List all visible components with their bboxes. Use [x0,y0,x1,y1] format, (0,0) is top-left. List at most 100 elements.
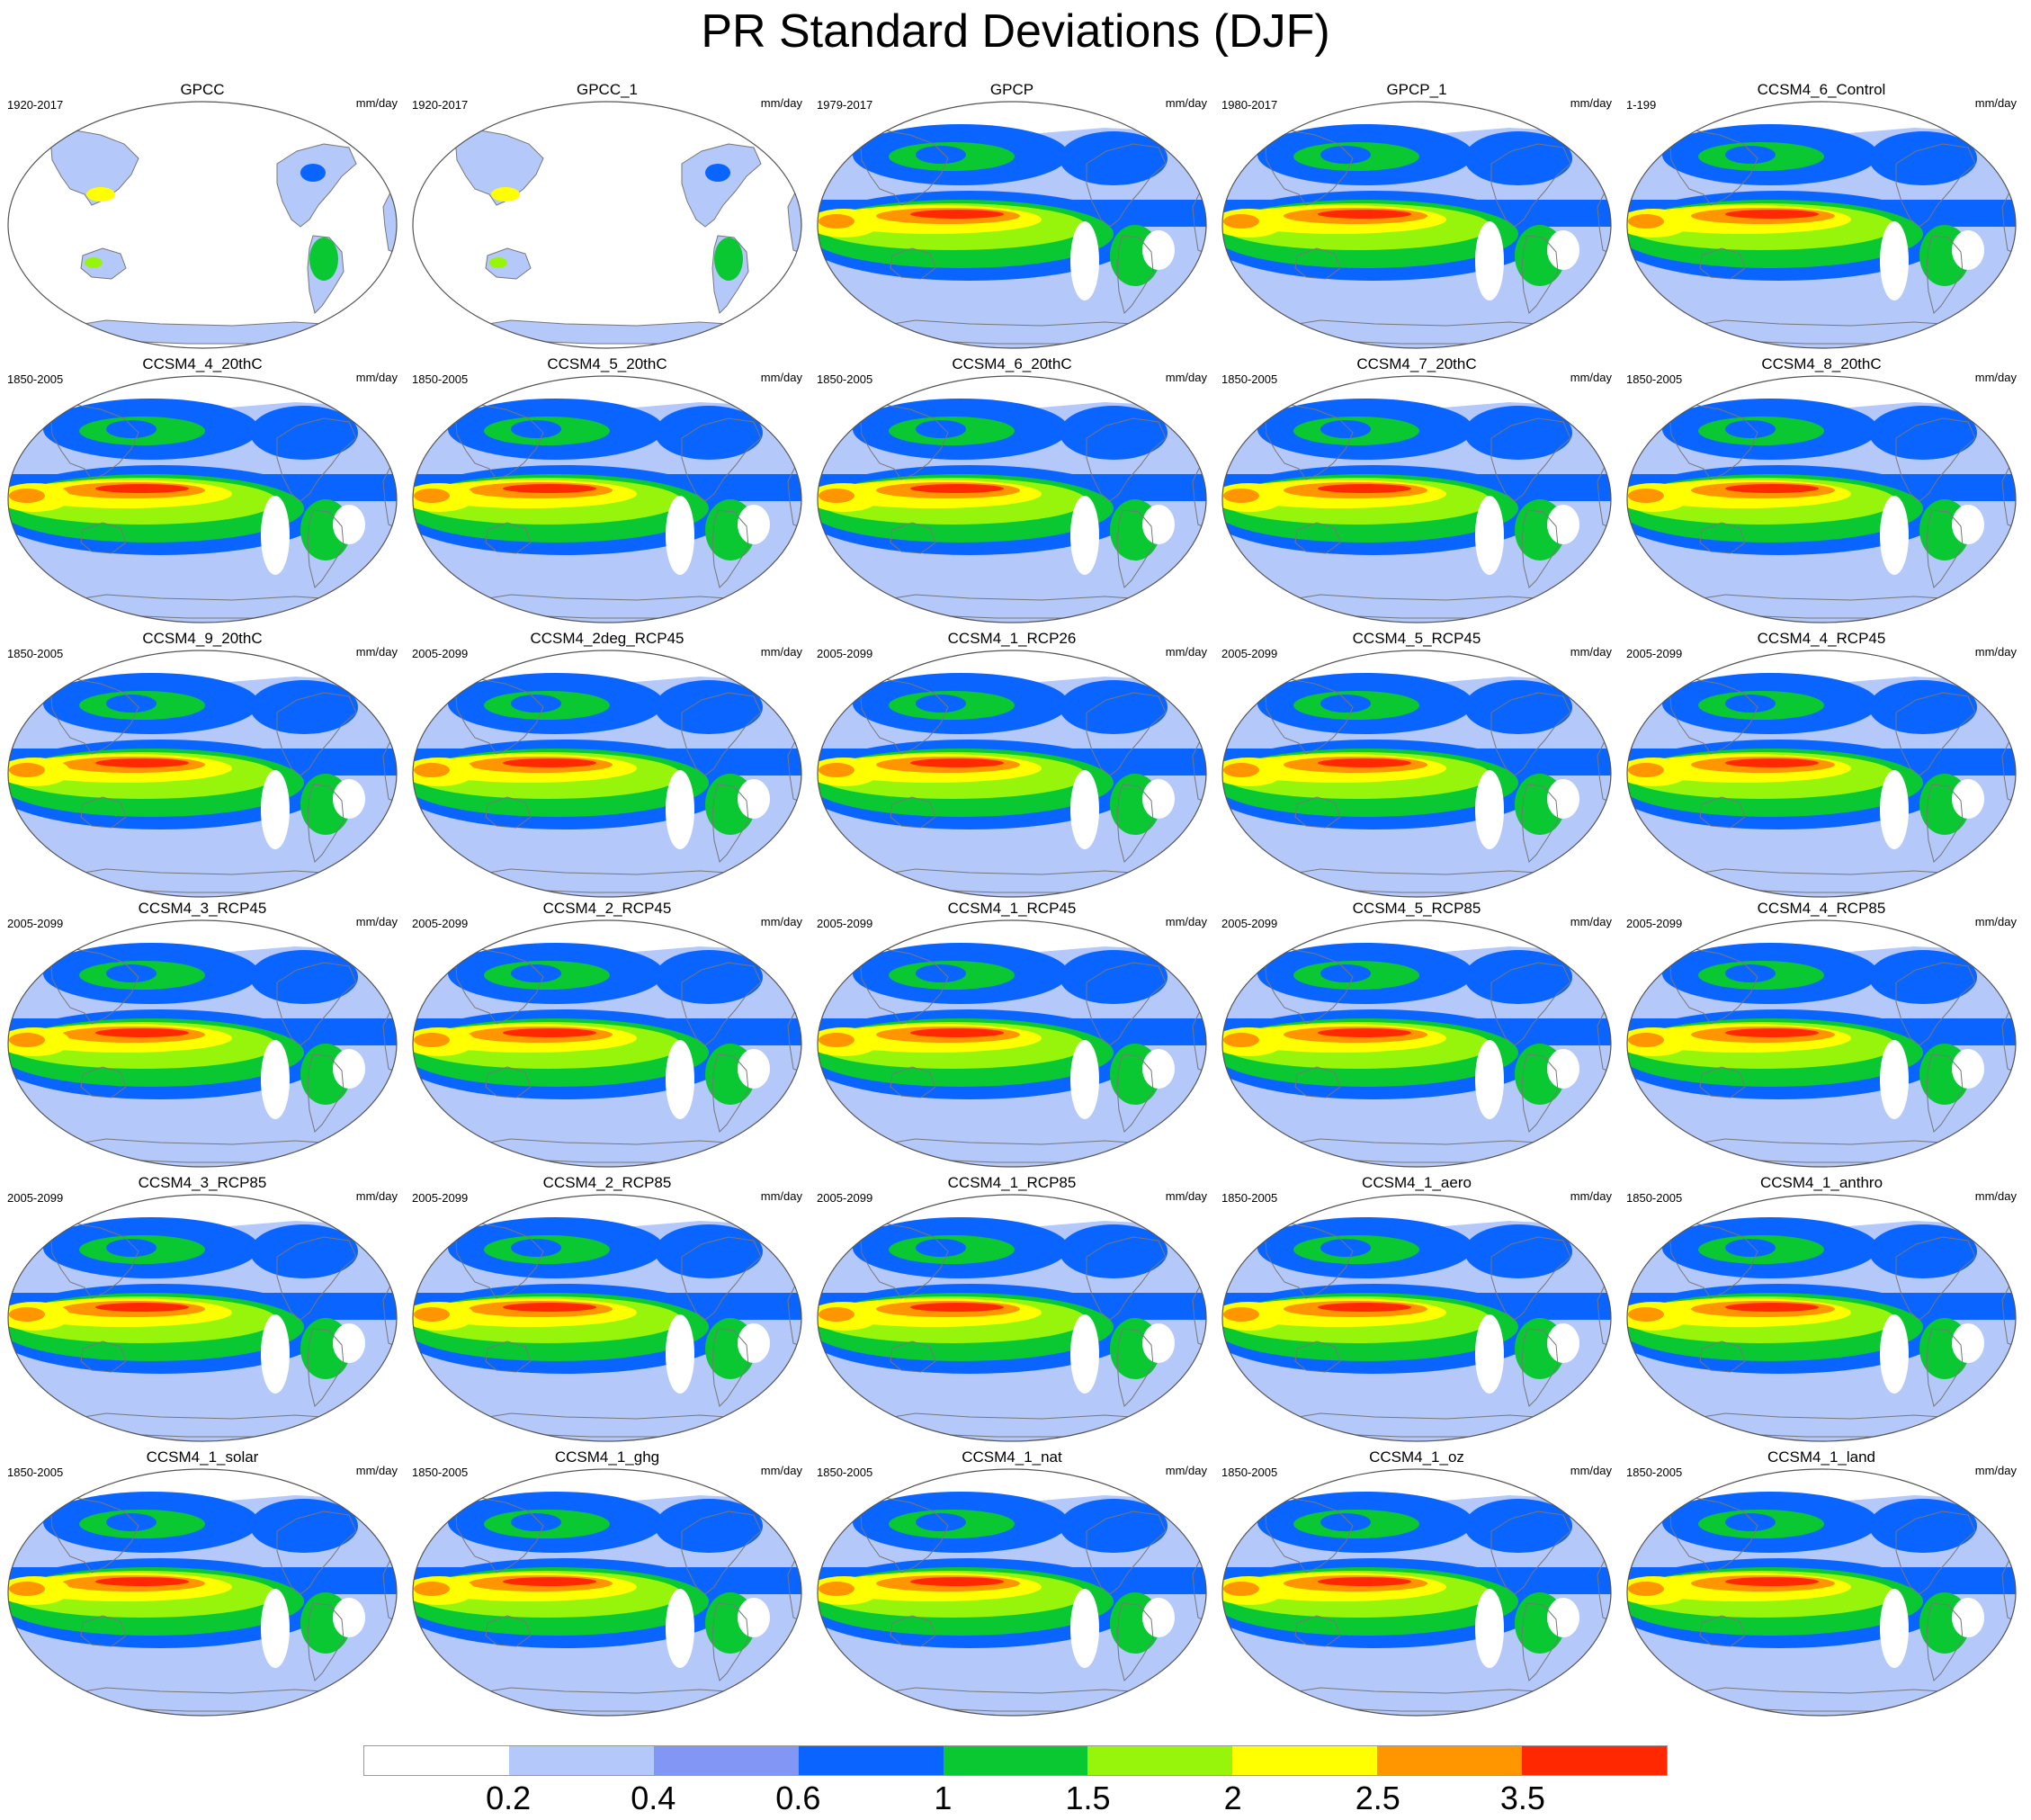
robinson-map [7,919,398,1168]
coastline-australia [1699,522,1746,554]
coastline-namerica [681,692,762,776]
coastline-namerica [1490,417,1571,502]
robinson-map [7,650,398,898]
coastline-asia [1264,403,1354,480]
panel-years: 1850-2005 [817,372,873,386]
panel-years: 2005-2099 [817,917,873,930]
map-panel: CCSM4_4_20thC 1850-2005 mm/day [0,355,405,625]
map-panel: CCSM4_3_RCP45 2005-2099 mm/day [0,900,405,1170]
coastline-australia [1294,247,1341,280]
map-panel: CCSM4_1_ghg 1850-2005 mm/day [405,1448,810,1718]
colorbar-tick-label: 1 [934,1780,953,1816]
map-panel: CCSM4_5_RCP85 2005-2099 mm/day [1214,900,1619,1170]
coastline-namerica [1086,692,1167,776]
coastline-africa [1597,1285,1611,1348]
coastline-asia [1264,1222,1354,1299]
robinson-map [1221,1468,1612,1717]
robinson-map [1221,375,1612,623]
coastline-africa [382,192,397,255]
panel-units: mm/day [355,96,398,110]
coastline-samerica [711,784,749,863]
panel-units: mm/day [1974,1189,2017,1203]
coastline-namerica [1895,1511,1976,1595]
coastline-australia [485,1340,532,1373]
coastline-asia [859,1496,949,1573]
coastline-asia [49,1496,139,1573]
coastline-namerica [276,143,357,228]
panel-units: mm/day [355,1464,398,1477]
colorbar-box [943,1746,1088,1775]
coastline-africa [1597,466,1611,529]
coastline-samerica [711,1328,749,1407]
coastline-namerica [1086,1511,1167,1595]
coastline-africa [1597,740,1611,803]
panel-title: CCSM4_2_RCP45 [542,900,672,917]
panel-years: 2005-2099 [1221,917,1278,930]
coastline-samerica [1926,235,1964,314]
robinson-map [7,1468,398,1717]
colorbar-tick-label: 0.6 [775,1780,821,1816]
coastline-africa [1192,466,1206,529]
coastline-africa [2001,1285,2016,1348]
panel-units: mm/day [760,915,802,928]
panel-title: CCSM4_1_RCP45 [947,900,1077,917]
map-panel: CCSM4_1_nat 1850-2005 mm/day [810,1448,1214,1718]
map-panel: CCSM4_2_RCP85 2005-2099 mm/day [405,1174,810,1444]
robinson-map [1221,650,1612,898]
panel-years: 1850-2005 [1626,372,1683,386]
map-panel: CCSM4_1_land 1850-2005 mm/day [1619,1448,2024,1718]
coastline-namerica [1490,143,1571,228]
panel-title: CCSM4_2deg_RCP45 [530,630,684,647]
coastline-australia [1699,247,1746,280]
panel-title: CCSM4_3_RCP45 [138,900,267,917]
coastline-namerica [1895,692,1976,776]
panel-title: CCSM4_1_RCP26 [947,630,1077,647]
robinson-map [1221,101,1612,349]
coastline-asia [859,1222,949,1299]
coastline-samerica [1926,784,1964,863]
robinson-map [7,1194,398,1442]
coastline-samerica [711,1602,749,1681]
coastline-africa [2001,466,2016,529]
panel-units: mm/day [355,645,398,659]
map-panel: CCSM4_1_oz 1850-2005 mm/day [1214,1448,1619,1718]
coastline-australia [890,1615,936,1647]
robinson-map [1626,919,2017,1168]
panel-years: 1850-2005 [1626,1191,1683,1205]
coastline-asia [49,403,139,480]
coastline-samerica [307,1328,344,1407]
coastline-australia [1294,796,1341,829]
robinson-map [7,375,398,623]
colorbar-tick-label: 2.5 [1355,1780,1400,1816]
robinson-map [817,1468,1207,1717]
panel-title: CCSM4_5_RCP85 [1352,900,1481,917]
panel-title: CCSM4_7_20thC [1356,355,1477,372]
panel-units: mm/day [355,1189,398,1203]
coastline-samerica [307,784,344,863]
panel-units: mm/day [1165,1464,1207,1477]
coastline-australia [485,1615,532,1647]
panel-years: 1920-2017 [412,98,469,112]
panel-title: CCSM4_4_RCP45 [1757,630,1886,647]
coastline-australia [1294,1340,1341,1373]
robinson-map [412,650,802,898]
coastline-namerica [681,1511,762,1595]
robinson-map [817,375,1207,623]
coastline-africa [787,1285,801,1348]
page-title: PR Standard Deviations (DJF) [701,5,1330,58]
coastline-australia [485,796,532,829]
map-panel: CCSM4_5_20thC 1850-2005 mm/day [405,355,810,625]
robinson-map [412,1194,802,1442]
coastline-samerica [1116,1328,1154,1407]
panel-units: mm/day [1974,915,2017,928]
panel-units: mm/day [1570,1189,1612,1203]
panel-units: mm/day [1165,645,1207,659]
coastline-asia [49,947,139,1025]
map-panel: CCSM4_1_aero 1850-2005 mm/day [1214,1174,1619,1444]
coastline-samerica [1926,509,1964,588]
map-panel: CCSM4_7_20thC 1850-2005 mm/day [1214,355,1619,625]
coastline-samerica [1116,235,1154,314]
panel-years: 2005-2099 [817,1191,873,1205]
map-panels-grid: GPCC 1920-2017 mm/day GPCC_1 1920-2017 mm/day… [0,81,2024,1718]
robinson-map [1626,1468,2017,1717]
